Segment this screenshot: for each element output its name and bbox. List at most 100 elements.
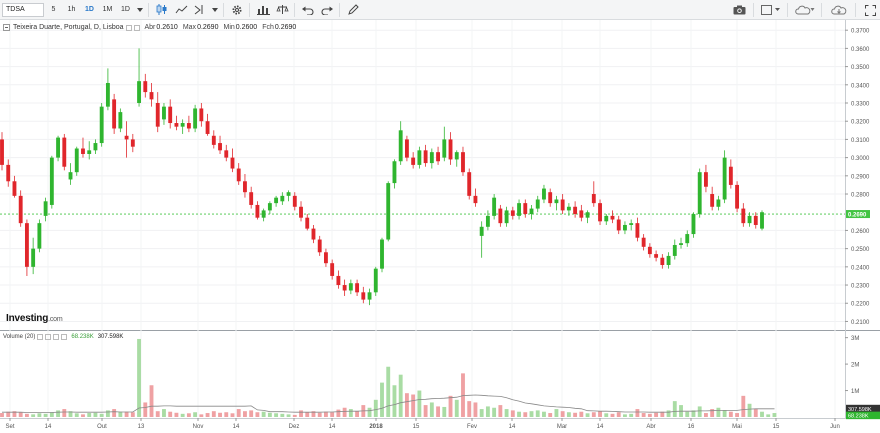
interval-button-0[interactable]: 5 xyxy=(51,6,56,13)
settings-square-icon[interactable] xyxy=(53,334,60,340)
candle-body xyxy=(137,81,141,104)
candle-body xyxy=(741,208,746,224)
volume-bar xyxy=(635,409,640,417)
collapse-icon[interactable] xyxy=(3,24,10,31)
volume-bar xyxy=(180,413,185,417)
price-chart[interactable]: 0.3700 0.3600 0.3500 0.3400 0.3300 0.3200 0.31… xyxy=(0,20,880,433)
candle-body xyxy=(105,82,110,107)
candle-body xyxy=(747,215,752,224)
price-tick-label: 0.3100 xyxy=(851,138,870,144)
candle-body xyxy=(523,203,528,215)
candle-body xyxy=(423,150,428,164)
candle-body xyxy=(685,234,690,244)
candle-body xyxy=(261,210,266,218)
volume-ma-badge xyxy=(846,404,880,413)
candle-body xyxy=(324,252,328,264)
interval-button-2[interactable]: 1D xyxy=(85,6,94,13)
candle-body xyxy=(255,204,260,218)
volume-bar xyxy=(697,406,702,417)
candle-body xyxy=(218,143,222,151)
candle-body xyxy=(118,112,123,129)
interval-button-3[interactable]: 1M xyxy=(102,6,113,13)
price-tick-label: 0.3000 xyxy=(851,156,870,162)
volume-bar xyxy=(118,411,123,417)
undo-icon[interactable] xyxy=(299,3,317,17)
candle-body xyxy=(728,166,733,185)
time-tick-label: 13 xyxy=(138,424,145,430)
candlestick-chart-icon[interactable] xyxy=(153,3,171,17)
candle-body xyxy=(68,172,73,180)
candle-body xyxy=(510,210,515,216)
volume-bar xyxy=(760,411,764,417)
settings-square-icon[interactable] xyxy=(37,334,44,340)
candle-body xyxy=(392,161,397,184)
volume-bar xyxy=(305,412,310,417)
bar-compare-icon[interactable] xyxy=(254,3,272,17)
candle-body xyxy=(598,203,602,222)
candle-body xyxy=(573,206,578,215)
dropdown-caret-icon[interactable] xyxy=(135,3,145,17)
volume-bar xyxy=(31,414,36,417)
settings-square-icon[interactable] xyxy=(61,334,68,340)
volume-bar xyxy=(479,409,484,417)
volume-bar xyxy=(523,412,528,417)
volume-bar xyxy=(716,407,721,417)
symbol-input[interactable]: TDSA xyxy=(2,2,44,17)
indicator-icon[interactable] xyxy=(191,3,209,17)
candle-body xyxy=(0,139,4,165)
candle-body xyxy=(286,192,291,196)
toolbar-divider xyxy=(148,2,149,17)
settings-square-icon[interactable] xyxy=(45,334,52,340)
dropdown-caret-icon[interactable] xyxy=(210,3,220,17)
volume-bar xyxy=(548,413,553,417)
settings-square-icon[interactable] xyxy=(133,24,140,31)
candle-body xyxy=(548,192,553,204)
volume-bar xyxy=(772,413,777,417)
volume-bar xyxy=(404,393,409,417)
volume-bar xyxy=(355,411,360,417)
volume-bar xyxy=(585,413,590,417)
candle-body xyxy=(87,150,92,154)
toolbar: TDSA 5 1h 1D 1M 1D xyxy=(0,0,880,20)
line-chart-icon[interactable] xyxy=(172,3,190,17)
cloud-download-icon[interactable] xyxy=(826,3,852,17)
candle-body xyxy=(504,210,509,224)
interval-button-1[interactable]: 1h xyxy=(67,6,76,13)
low-label: Min xyxy=(223,24,235,31)
time-tick-label: Out xyxy=(97,424,107,430)
volume-bar xyxy=(56,410,60,417)
candle-body xyxy=(280,195,285,202)
volume-bar xyxy=(18,412,23,417)
scale-icon[interactable] xyxy=(273,3,291,17)
volume-bar xyxy=(735,413,740,417)
redo-icon[interactable] xyxy=(318,3,336,17)
settings-square-icon[interactable] xyxy=(125,24,132,31)
volume-bar xyxy=(137,338,141,417)
layout-icon[interactable] xyxy=(758,3,784,17)
candle-body xyxy=(155,103,160,127)
interval-button-4[interactable]: 1D xyxy=(121,6,130,13)
volume-bar xyxy=(274,413,279,417)
volume-last-badge xyxy=(846,411,880,420)
candle-body xyxy=(654,254,659,258)
candle-body xyxy=(99,106,104,144)
gear-icon[interactable] xyxy=(228,3,246,17)
price-tick-label: 0.2800 xyxy=(851,193,870,199)
fullscreen-icon[interactable] xyxy=(860,3,880,17)
volume-bar xyxy=(24,413,29,417)
toolbar-divider xyxy=(787,3,788,17)
candle-body xyxy=(704,172,708,187)
volume-bar xyxy=(292,414,297,417)
camera-icon[interactable] xyxy=(728,3,750,17)
pencil-icon[interactable] xyxy=(344,3,362,17)
price-tick-label: 0.3200 xyxy=(851,120,870,126)
investing-logo: Investing.com xyxy=(6,313,63,324)
candle-body xyxy=(143,81,148,93)
volume-bar xyxy=(461,373,465,417)
candle-body xyxy=(660,257,665,266)
volume-bar xyxy=(6,411,11,417)
cloud-icon[interactable] xyxy=(792,3,818,17)
candle-body xyxy=(330,263,335,276)
price-tick-label: 0.2600 xyxy=(851,229,870,235)
candle-body xyxy=(635,223,640,238)
